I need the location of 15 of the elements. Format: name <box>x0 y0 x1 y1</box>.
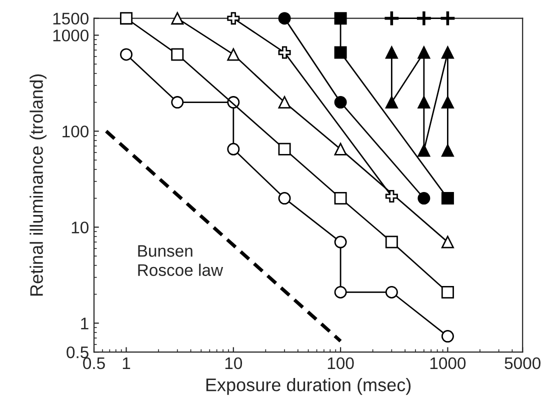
x-axis-title: Exposure duration (msec) <box>206 378 411 395</box>
y-tick-label: 10 <box>72 222 88 234</box>
x-tick-label: 1000 <box>430 357 466 370</box>
y-tick-label: 100 <box>62 126 88 138</box>
y-tick-label: 1000 <box>53 30 88 42</box>
x-tick-label: 100 <box>328 357 354 370</box>
x-tick-label: 10 <box>225 357 242 370</box>
y-tick-label: 0.5 <box>66 346 88 358</box>
x-tick-label: 1 <box>122 358 130 369</box>
x-tick-label: 0.5 <box>83 357 105 370</box>
x-tick-label: 5000 <box>504 357 540 370</box>
annotation: Bunsen Roscoe law <box>138 245 224 276</box>
y-tick-label: 1 <box>81 318 88 330</box>
y-tick-label: 1500 <box>53 12 88 25</box>
y-axis-title: Retinal illuminance (troland) <box>30 74 47 296</box>
